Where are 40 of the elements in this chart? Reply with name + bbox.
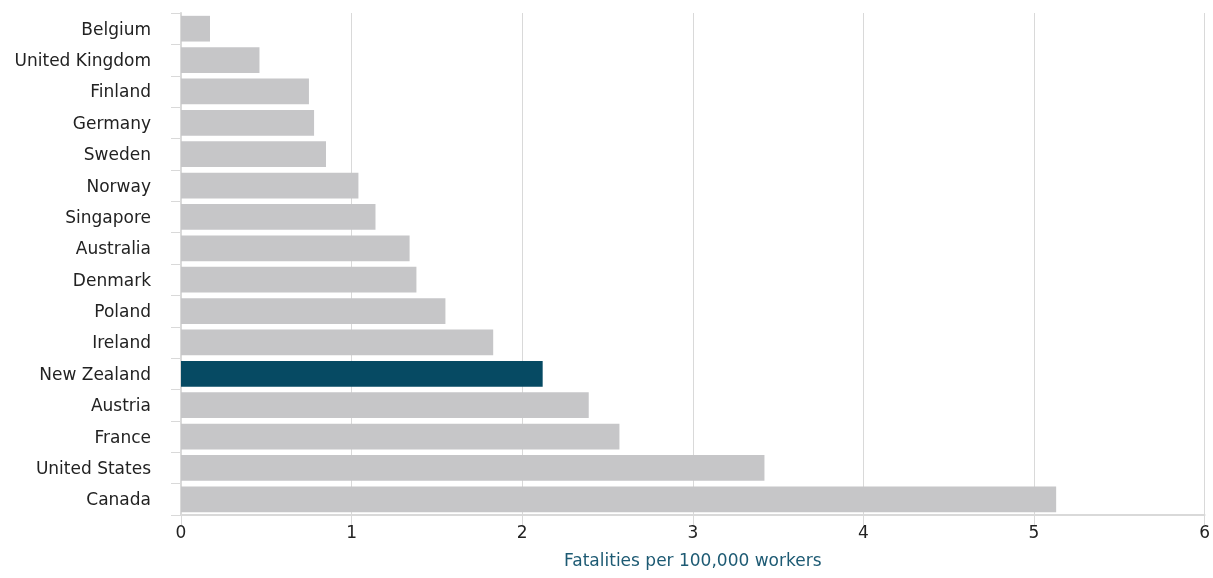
bar — [181, 235, 410, 262]
bar — [181, 455, 765, 481]
x-tick-label: 3 — [687, 521, 699, 542]
y-tick-label: Denmark — [72, 269, 152, 290]
y-tick-label: United Kingdom — [14, 50, 151, 71]
y-tick-label: Singapore — [65, 206, 151, 227]
y-tick-label: United States — [35, 457, 152, 478]
y-tick-label: Canada — [86, 489, 151, 510]
x-tick-label: 1 — [346, 521, 358, 542]
bar — [181, 109, 315, 136]
y-tick-label: Australia — [75, 238, 151, 259]
bar — [181, 266, 417, 293]
bar — [181, 486, 1057, 513]
x-axis-title: Fatalities per 100,000 workers — [564, 549, 822, 570]
y-tick-label: France — [94, 426, 151, 447]
bar — [181, 141, 327, 168]
x-tick-label: 0 — [175, 521, 187, 542]
y-tick-label: New Zealand — [39, 363, 151, 384]
y-tick-label: Poland — [94, 301, 151, 322]
y-tick-label: Germany — [72, 112, 151, 133]
bar — [181, 47, 260, 73]
y-tick-label: Ireland — [92, 332, 151, 353]
bar — [181, 423, 620, 450]
x-tick-label: 4 — [857, 521, 869, 542]
x-tick-label: 5 — [1028, 521, 1040, 542]
y-tick-label: Finland — [90, 81, 151, 102]
y-tick-label: Belgium — [81, 18, 151, 39]
bar — [181, 360, 543, 387]
bar — [181, 15, 210, 42]
bar — [181, 298, 446, 324]
y-tick-label: Norway — [86, 175, 151, 196]
bar — [181, 392, 589, 419]
y-tick-label: Austria — [90, 395, 151, 416]
bar — [181, 329, 494, 356]
x-tick-label: 2 — [516, 521, 528, 542]
bar — [181, 78, 309, 105]
x-tick-label: 6 — [1199, 521, 1211, 542]
bar — [181, 204, 376, 230]
y-tick-label: Sweden — [83, 144, 151, 165]
bar — [181, 172, 359, 199]
